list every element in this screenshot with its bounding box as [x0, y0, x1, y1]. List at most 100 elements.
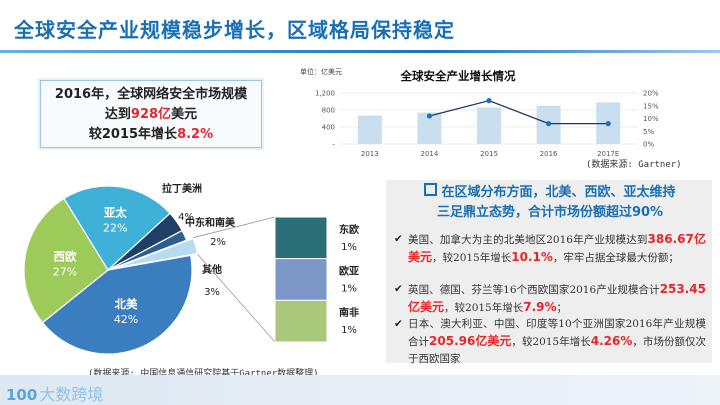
growth-point: [426, 113, 432, 119]
bullet-western-europe: ✔ 英国、德国、芬兰等16个西欧国家2016产业规模合计253.45亿美元，较2…: [394, 281, 706, 317]
growth-point: [605, 121, 611, 127]
bullet-highlight: 253.45亿美元: [408, 282, 706, 314]
callout-line-1: 2016年，全球网络安全市场规模: [54, 87, 248, 102]
panel-heading-line-1: 在区域分布方面，北美、西欧、亚太维持: [392, 183, 708, 203]
pie-slice: [23, 197, 109, 324]
chart-title: 全球安全产业增长情况: [400, 69, 516, 83]
pie-outer-value: 4%: [178, 212, 194, 223]
check-icon: ✔: [394, 318, 403, 330]
callout-line-2-a: 达到: [104, 107, 131, 122]
y-tick-label: 1,200: [315, 90, 335, 98]
square-bullet-icon: [424, 183, 438, 196]
bullet-highlight: 4.26%: [590, 334, 633, 348]
y2-tick-label: 5%: [643, 128, 654, 136]
breakdown-segment: [274, 216, 328, 260]
check-icon: ✔: [394, 233, 403, 245]
bullet-text-part: ，市场份额仅次于西欧国家: [408, 336, 707, 365]
callout-line-2-b: 美元: [171, 107, 198, 122]
callout-line-3: 较2015年增长8.2%: [41, 125, 261, 145]
bullet-highlight: 205.96亿美元: [429, 334, 512, 348]
pie-slice-value: 42%: [114, 313, 138, 326]
breakdown-value: 1%: [341, 325, 357, 336]
connector-line: [197, 253, 276, 343]
y2-tick-label: 15%: [643, 102, 659, 110]
callout-line-2: 达到928亿美元: [41, 105, 261, 125]
bullet-text-part: 英国、德国、芬兰等16个西欧国家2016产业规模合计: [408, 284, 660, 296]
breakdown-label: 东欧: [339, 223, 359, 236]
title-divider: [0, 50, 720, 53]
growth-point: [486, 98, 492, 104]
y2-tick-label: 0%: [643, 141, 654, 149]
logo-text: 大数跨境: [39, 385, 104, 404]
callout-growth: 8.2%: [177, 127, 214, 142]
pie-slice-label: 北美: [115, 297, 138, 311]
region-panel: [386, 180, 712, 363]
panel-heading-line-2: 三足鼎立态势，合计市场份额超过90%: [436, 205, 664, 220]
pie-slice-label: 亚太: [104, 205, 127, 219]
y-tick-label: 400: [322, 124, 335, 132]
y2-tick-label: 20%: [643, 90, 659, 98]
bullet-text-part: ；: [556, 302, 568, 314]
chart-unit-label: 单位：亿美元: [300, 67, 342, 76]
breakdown-label: 欧亚: [339, 265, 359, 278]
bar: [357, 115, 382, 144]
logo-mark: 100: [6, 386, 38, 404]
bullet-text-part: ，牢牢占据全球最大份额；: [552, 252, 679, 264]
bullet-text-part: ，较2015年增长: [444, 302, 524, 314]
bullet-text-part: 日本、澳大利亚、中国、印度等10个亚洲国家2016年产业规模合计: [408, 318, 706, 348]
y-tick-label: -: [332, 141, 335, 149]
bar: [477, 107, 501, 144]
bullet-text: 英国、德国、芬兰等16个西欧国家2016产业规模合计253.45亿美元，较201…: [408, 281, 706, 317]
pie-outer-value: 2%: [210, 237, 226, 248]
pie-slice: [107, 229, 188, 271]
pie-slice: [114, 237, 199, 269]
breakdown-segment: [274, 299, 328, 343]
pie-slice-label: 西欧: [53, 250, 76, 264]
callout-line-3-a: 较2015年增长: [88, 127, 178, 142]
pie-outer-label: 拉丁美洲: [162, 182, 202, 195]
bullet-text-part: ，较2015年增长: [511, 336, 591, 348]
x-tick-label: 2016: [540, 150, 558, 158]
market-callout-box: 2016年，全球网络安全市场规模 达到928亿美元 较2015年增长8.2%: [40, 80, 262, 148]
pie-slice-value: 22%: [103, 221, 127, 234]
bullet-text: 日本、澳大利亚、中国、印度等10个亚洲国家2016年产业规模合计205.96亿美…: [408, 316, 706, 368]
x-tick-label: 2017E: [597, 150, 619, 158]
panel-heading: 在区域分布方面，北美、西欧、亚太维持 三足鼎立态势，合计市场份额超过90%: [392, 183, 708, 223]
brand-logo: 100 大数跨境: [6, 381, 103, 405]
regional-share-chart: 北美 42% 西欧 27% 亚太 22% 拉丁美洲 4%中东和南美 2% 其他 3% 东欧 1% 欧亚 1%…: [23, 182, 359, 355]
growth-line: [429, 99, 609, 125]
growth-point: [546, 121, 552, 127]
footer-bar: [0, 375, 720, 405]
pie-outer-value: 3%: [204, 287, 220, 298]
bullet-text: 美国、加拿大为主的北美地区2016年产业规模达到386.67亿美元，较2015年…: [408, 231, 706, 267]
pie-slice-value: 27%: [53, 266, 77, 279]
bullet-highlight: 386.67亿美元: [408, 232, 706, 264]
pie-outer-label: 中东和南美: [185, 216, 236, 229]
panel-heading-text-1: 在区域分布方面，北美、西欧、亚太维持: [441, 185, 676, 200]
bullet-highlight: 10.1%: [511, 250, 553, 264]
x-tick-label: 2014: [420, 150, 438, 158]
bullet-text-part: 美国、加拿大为主的北美地区2016年产业规模达到: [408, 234, 648, 246]
breakdown-segment: [274, 258, 328, 301]
pie-slice: [63, 185, 171, 271]
bullet-north-america: ✔ 美国、加拿大为主的北美地区2016年产业规模达到386.67亿美元，较201…: [394, 231, 706, 267]
source-note-right: (数据来源: Gartner): [586, 160, 682, 170]
x-tick-label: 2013: [361, 150, 379, 158]
connector-line: [192, 216, 276, 239]
page-title: 全球安全产业规模稳步增长，区域格局保持稳定: [14, 18, 455, 42]
bullet-asia: ✔ 日本、澳大利亚、中国、印度等10个亚洲国家2016年产业规模合计205.96…: [394, 316, 706, 368]
pie-outer-label: 其他: [202, 263, 222, 276]
pie-slice: [41, 254, 193, 355]
breakdown-value: 1%: [341, 242, 357, 253]
x-tick-label: 2015: [480, 150, 498, 158]
breakdown-label: 南非: [339, 306, 359, 319]
source-note-left: (数据来源: 中国信息通信研究院基于Gartner数据整理): [88, 369, 319, 379]
y-tick-label: 800: [322, 107, 335, 115]
check-icon: ✔: [394, 283, 403, 295]
bullet-text-part: ，较2015年增长: [432, 252, 512, 264]
breakdown-value: 1%: [341, 284, 357, 295]
growth-chart: 单位：亿美元 全球安全产业增长情况 - 400 800 1,200 0% 5% 10% 15%…: [300, 67, 659, 158]
bullet-highlight: 7.9%: [523, 300, 557, 314]
callout-market-size: 928亿: [130, 107, 172, 122]
